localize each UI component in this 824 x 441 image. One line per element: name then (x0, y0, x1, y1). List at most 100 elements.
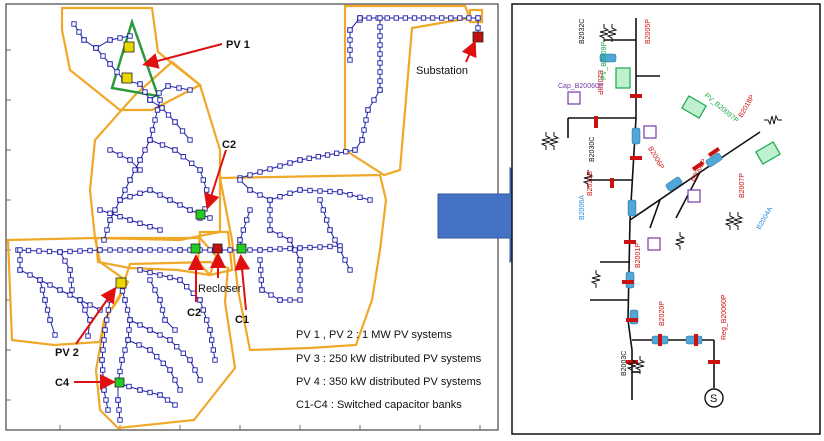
feeder-node (122, 297, 128, 303)
feeder-node (69, 287, 75, 293)
feeder-node (187, 207, 193, 213)
feeder-node (127, 247, 133, 253)
feeder-node (172, 377, 178, 383)
feeder-node (277, 246, 283, 252)
feeder-node (136, 342, 142, 348)
right-simplified-panel: S B2005P B2032C B2019P Cap_B20060P PV_B2… (511, 3, 821, 435)
feeder-node (207, 247, 213, 253)
feeder-node (347, 57, 353, 63)
feeder-node (127, 317, 133, 323)
feeder-node (377, 33, 383, 39)
feeder-node (197, 297, 203, 303)
feeder-node (100, 367, 106, 373)
feeder-node (107, 37, 113, 43)
feeder-node (190, 290, 196, 296)
feeder-node (324, 152, 331, 158)
feeder-node (104, 317, 110, 323)
device-label: B2007P (739, 173, 746, 198)
feeder-node (119, 288, 126, 294)
device-label: B2005P (645, 19, 652, 44)
feeder-node (172, 402, 178, 408)
feeder-node (172, 119, 178, 125)
feeder-node (258, 277, 264, 283)
feeder-node (165, 83, 171, 89)
feeder-node (147, 277, 153, 283)
feeder-node (466, 15, 472, 21)
feeder-node (122, 347, 128, 353)
feeder-node (448, 15, 454, 21)
feeder-node (324, 217, 330, 223)
feeder-node (268, 292, 274, 298)
feeder-node (57, 249, 63, 255)
feeder-node (257, 192, 263, 198)
feeder-node (137, 157, 143, 163)
feeder-node (105, 307, 111, 313)
feeder-node (187, 357, 193, 363)
feeder-node (297, 257, 303, 263)
feeder-node (137, 247, 143, 253)
feeder-node (327, 188, 333, 195)
feeder-node (347, 37, 353, 43)
feeder-node (377, 87, 383, 93)
pv2-marker (115, 277, 127, 289)
feeder-node (100, 347, 106, 353)
feeder-node (107, 217, 113, 223)
feeder-node (137, 167, 143, 173)
feeder-node (172, 327, 178, 333)
label-recloser: Recloser (198, 283, 242, 295)
feeder-node (167, 197, 173, 203)
feeder-node (47, 317, 53, 323)
legend-line-4: C1-C4 : Switched capacitor banks (296, 399, 462, 411)
feeder-node (393, 15, 399, 21)
feeder-node (132, 167, 138, 173)
feeder-node (165, 112, 172, 118)
feeder-node (101, 337, 107, 343)
device-label: B2021B (587, 171, 594, 196)
feeder-node (68, 277, 74, 283)
pv-panel-b (681, 95, 707, 119)
feeder-node (377, 24, 383, 30)
feeder-node (244, 217, 250, 223)
feeder-node (157, 247, 163, 253)
feeder-node (359, 137, 365, 143)
feeder-node (204, 317, 210, 323)
legend-line-1: PV 1 , PV 2 : 1 MW PV systems (296, 329, 452, 341)
feeder-node (337, 247, 343, 253)
feeder-node (257, 247, 263, 253)
feeder-node (81, 37, 87, 43)
feeder-node (142, 147, 148, 153)
feeder-node (297, 267, 303, 273)
feeder-node (258, 267, 264, 273)
feeder-node (107, 210, 113, 216)
feeder-node (257, 169, 263, 175)
cap-c2-top-marker (195, 209, 206, 220)
feeder-node (156, 90, 162, 96)
feeder-node (67, 267, 73, 273)
feeder-node (57, 287, 63, 293)
feeder-node (287, 245, 293, 252)
feeder-node (475, 25, 481, 31)
feeder-node (67, 292, 73, 298)
feeder-node (367, 197, 373, 203)
feeder-node (127, 33, 133, 39)
feeder-node (117, 35, 123, 41)
zone-center-strip (94, 236, 218, 277)
arrow-substation (461, 40, 477, 63)
feeder-node (267, 246, 273, 253)
feeder-node (439, 15, 445, 21)
feeder-node (420, 15, 427, 21)
feeder-node (247, 247, 253, 253)
feeder-node (62, 258, 68, 264)
feeder-node (107, 61, 113, 67)
feeder-node (172, 147, 178, 153)
feeder-node (36, 248, 42, 254)
feeder-node (101, 237, 107, 243)
feeder-node (47, 282, 53, 288)
feeder-node (197, 167, 203, 173)
feeder-node-markers (15, 15, 481, 423)
label-c4: C4 (55, 377, 70, 389)
feeder-node (164, 397, 171, 403)
label-pv1: PV 1 (226, 39, 250, 51)
zone-east (218, 173, 388, 352)
